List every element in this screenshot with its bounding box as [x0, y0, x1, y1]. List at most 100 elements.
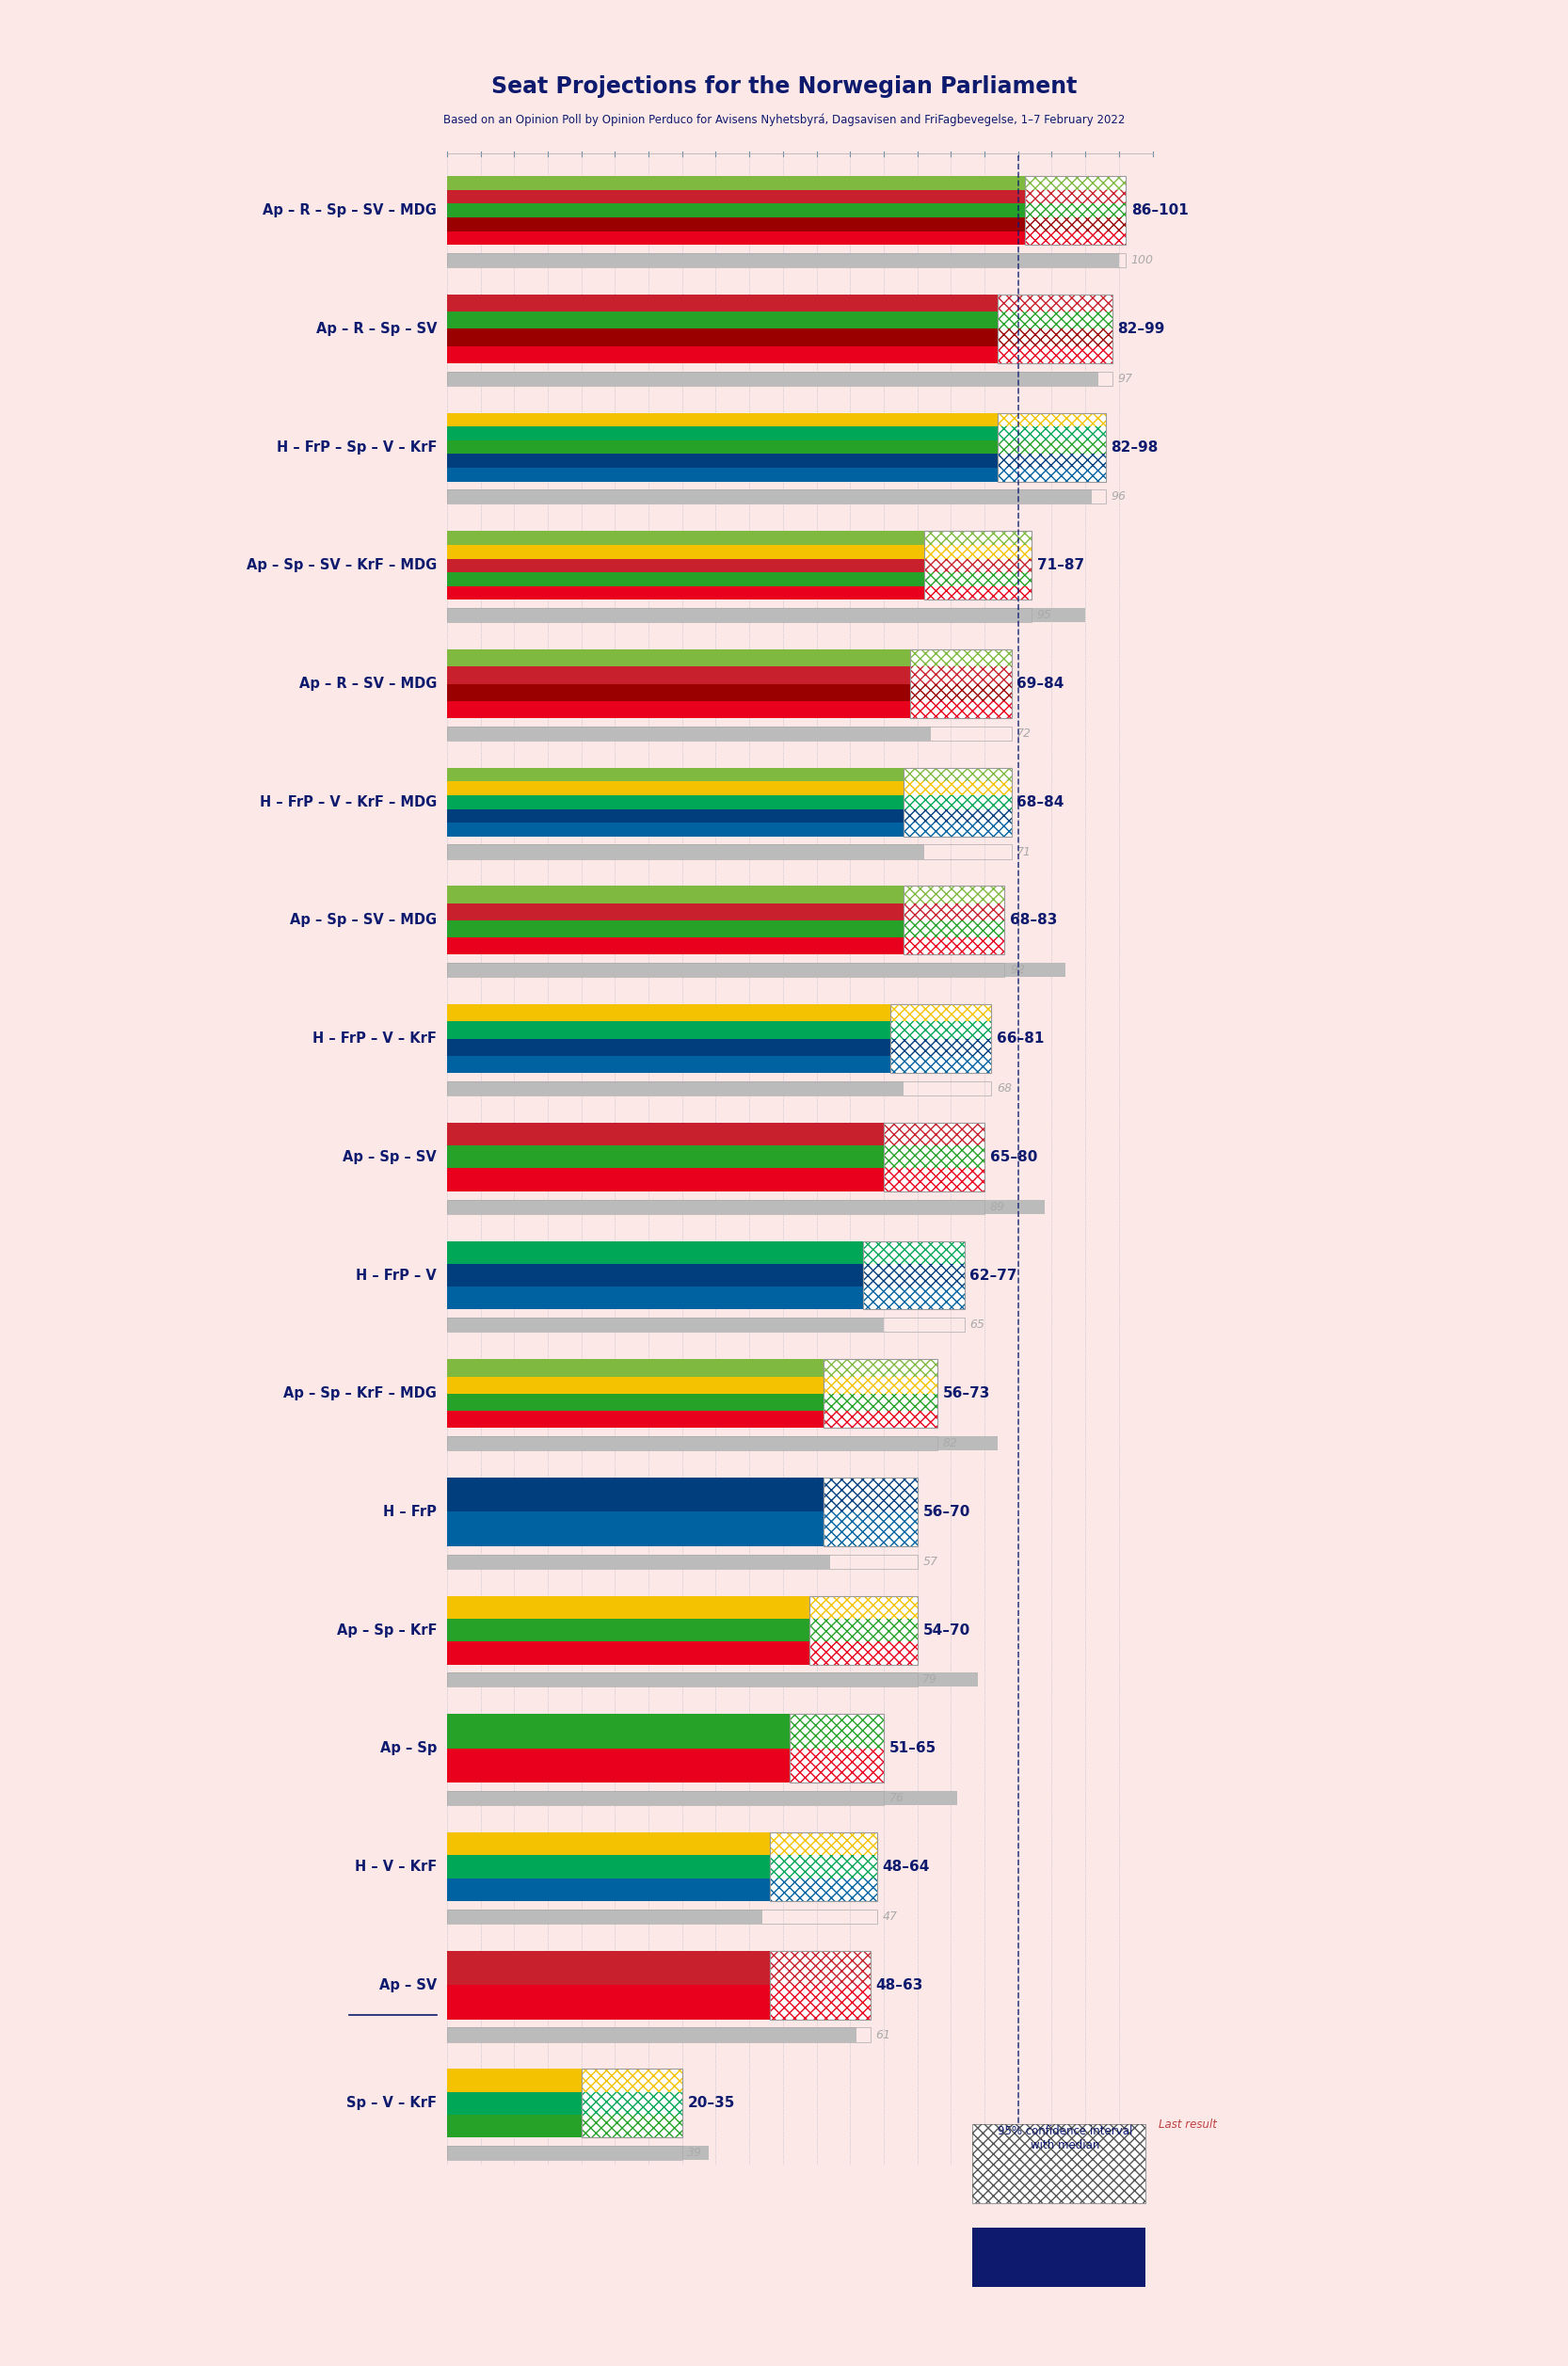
- Bar: [903, 904, 1005, 920]
- Bar: [924, 530, 1032, 599]
- Bar: [997, 293, 1112, 312]
- Text: H – FrP – V: H – FrP – V: [356, 1268, 437, 1282]
- Bar: [447, 1200, 1044, 1214]
- Bar: [903, 809, 1011, 823]
- Bar: [770, 1985, 870, 2018]
- Bar: [884, 1145, 985, 1169]
- Bar: [770, 1831, 877, 1855]
- Bar: [447, 1436, 938, 1450]
- Bar: [447, 544, 924, 558]
- Text: 48–64: 48–64: [883, 1860, 930, 1874]
- Bar: [447, 1410, 823, 1427]
- Bar: [447, 2146, 709, 2160]
- Bar: [447, 426, 997, 440]
- Bar: [447, 253, 1120, 267]
- Bar: [447, 371, 1099, 386]
- Bar: [447, 2028, 870, 2042]
- Bar: [997, 440, 1105, 454]
- Bar: [884, 1145, 985, 1169]
- Bar: [891, 1003, 991, 1072]
- Bar: [770, 1855, 877, 1879]
- Text: 89: 89: [989, 1200, 1005, 1214]
- Bar: [447, 1618, 809, 1642]
- Text: 69–84: 69–84: [1016, 677, 1065, 691]
- Bar: [447, 1855, 770, 1879]
- Bar: [770, 1831, 877, 1902]
- Text: 71: 71: [1016, 845, 1032, 859]
- Bar: [447, 726, 1011, 741]
- Bar: [911, 648, 1011, 717]
- Bar: [770, 1879, 877, 1902]
- Bar: [891, 1022, 991, 1039]
- Bar: [447, 293, 997, 312]
- Bar: [997, 412, 1105, 426]
- Bar: [997, 412, 1105, 426]
- Bar: [1025, 232, 1126, 246]
- Bar: [891, 1055, 991, 1072]
- Bar: [823, 1394, 938, 1410]
- Bar: [447, 726, 931, 741]
- Bar: [447, 232, 1025, 246]
- Bar: [447, 440, 997, 454]
- Bar: [911, 684, 1011, 700]
- Bar: [447, 1554, 917, 1569]
- Bar: [447, 1879, 770, 1902]
- Bar: [809, 1642, 917, 1666]
- Text: Based on an Opinion Poll by Opinion Perduco for Avisens Nyhetsbyrá, Dagsavisen : Based on an Opinion Poll by Opinion Perd…: [444, 114, 1124, 125]
- Bar: [447, 412, 997, 426]
- Bar: [770, 1950, 870, 1985]
- Bar: [447, 648, 911, 667]
- Bar: [911, 700, 1011, 717]
- Text: 95: 95: [1036, 608, 1052, 622]
- Text: 61: 61: [875, 2028, 891, 2042]
- Text: 62–77: 62–77: [969, 1268, 1018, 1282]
- Text: 51–65: 51–65: [889, 1741, 936, 1756]
- Bar: [790, 1748, 884, 1784]
- Bar: [891, 1039, 991, 1055]
- Bar: [447, 937, 903, 953]
- Bar: [447, 312, 997, 329]
- Bar: [911, 700, 1011, 717]
- Bar: [447, 845, 924, 859]
- Text: 71–87: 71–87: [1036, 558, 1083, 573]
- Bar: [447, 667, 911, 684]
- Bar: [447, 1909, 877, 1924]
- Bar: [924, 587, 1032, 599]
- Bar: [447, 454, 997, 468]
- Bar: [903, 885, 1005, 953]
- Bar: [447, 2028, 856, 2042]
- Bar: [447, 845, 1011, 859]
- Bar: [823, 1377, 938, 1394]
- Text: Ap – Sp – SV – KrF – MDG: Ap – Sp – SV – KrF – MDG: [246, 558, 437, 573]
- Bar: [924, 558, 1032, 573]
- Bar: [924, 587, 1032, 599]
- Bar: [447, 1377, 823, 1394]
- Text: 79: 79: [922, 1673, 938, 1687]
- Text: Ap – Sp – SV: Ap – Sp – SV: [343, 1150, 437, 1164]
- Bar: [903, 937, 1005, 953]
- Text: 86–101: 86–101: [1131, 203, 1189, 218]
- Bar: [891, 1055, 991, 1072]
- Bar: [447, 1145, 884, 1169]
- Bar: [1025, 203, 1126, 218]
- Bar: [447, 1287, 864, 1311]
- Bar: [790, 1713, 884, 1748]
- Bar: [770, 1879, 877, 1902]
- Bar: [447, 1022, 891, 1039]
- Bar: [447, 2068, 582, 2092]
- Bar: [582, 2115, 682, 2139]
- Bar: [903, 937, 1005, 953]
- Bar: [447, 253, 1126, 267]
- Bar: [903, 767, 1011, 781]
- Bar: [823, 1394, 938, 1410]
- Bar: [911, 648, 1011, 667]
- Bar: [1025, 232, 1126, 246]
- Bar: [823, 1358, 938, 1427]
- Text: 65–80: 65–80: [989, 1150, 1038, 1164]
- Bar: [447, 1713, 790, 1748]
- Text: 76: 76: [889, 1791, 905, 1805]
- Bar: [823, 1476, 917, 1512]
- Bar: [903, 920, 1005, 937]
- Bar: [447, 1748, 790, 1784]
- Bar: [891, 1022, 991, 1039]
